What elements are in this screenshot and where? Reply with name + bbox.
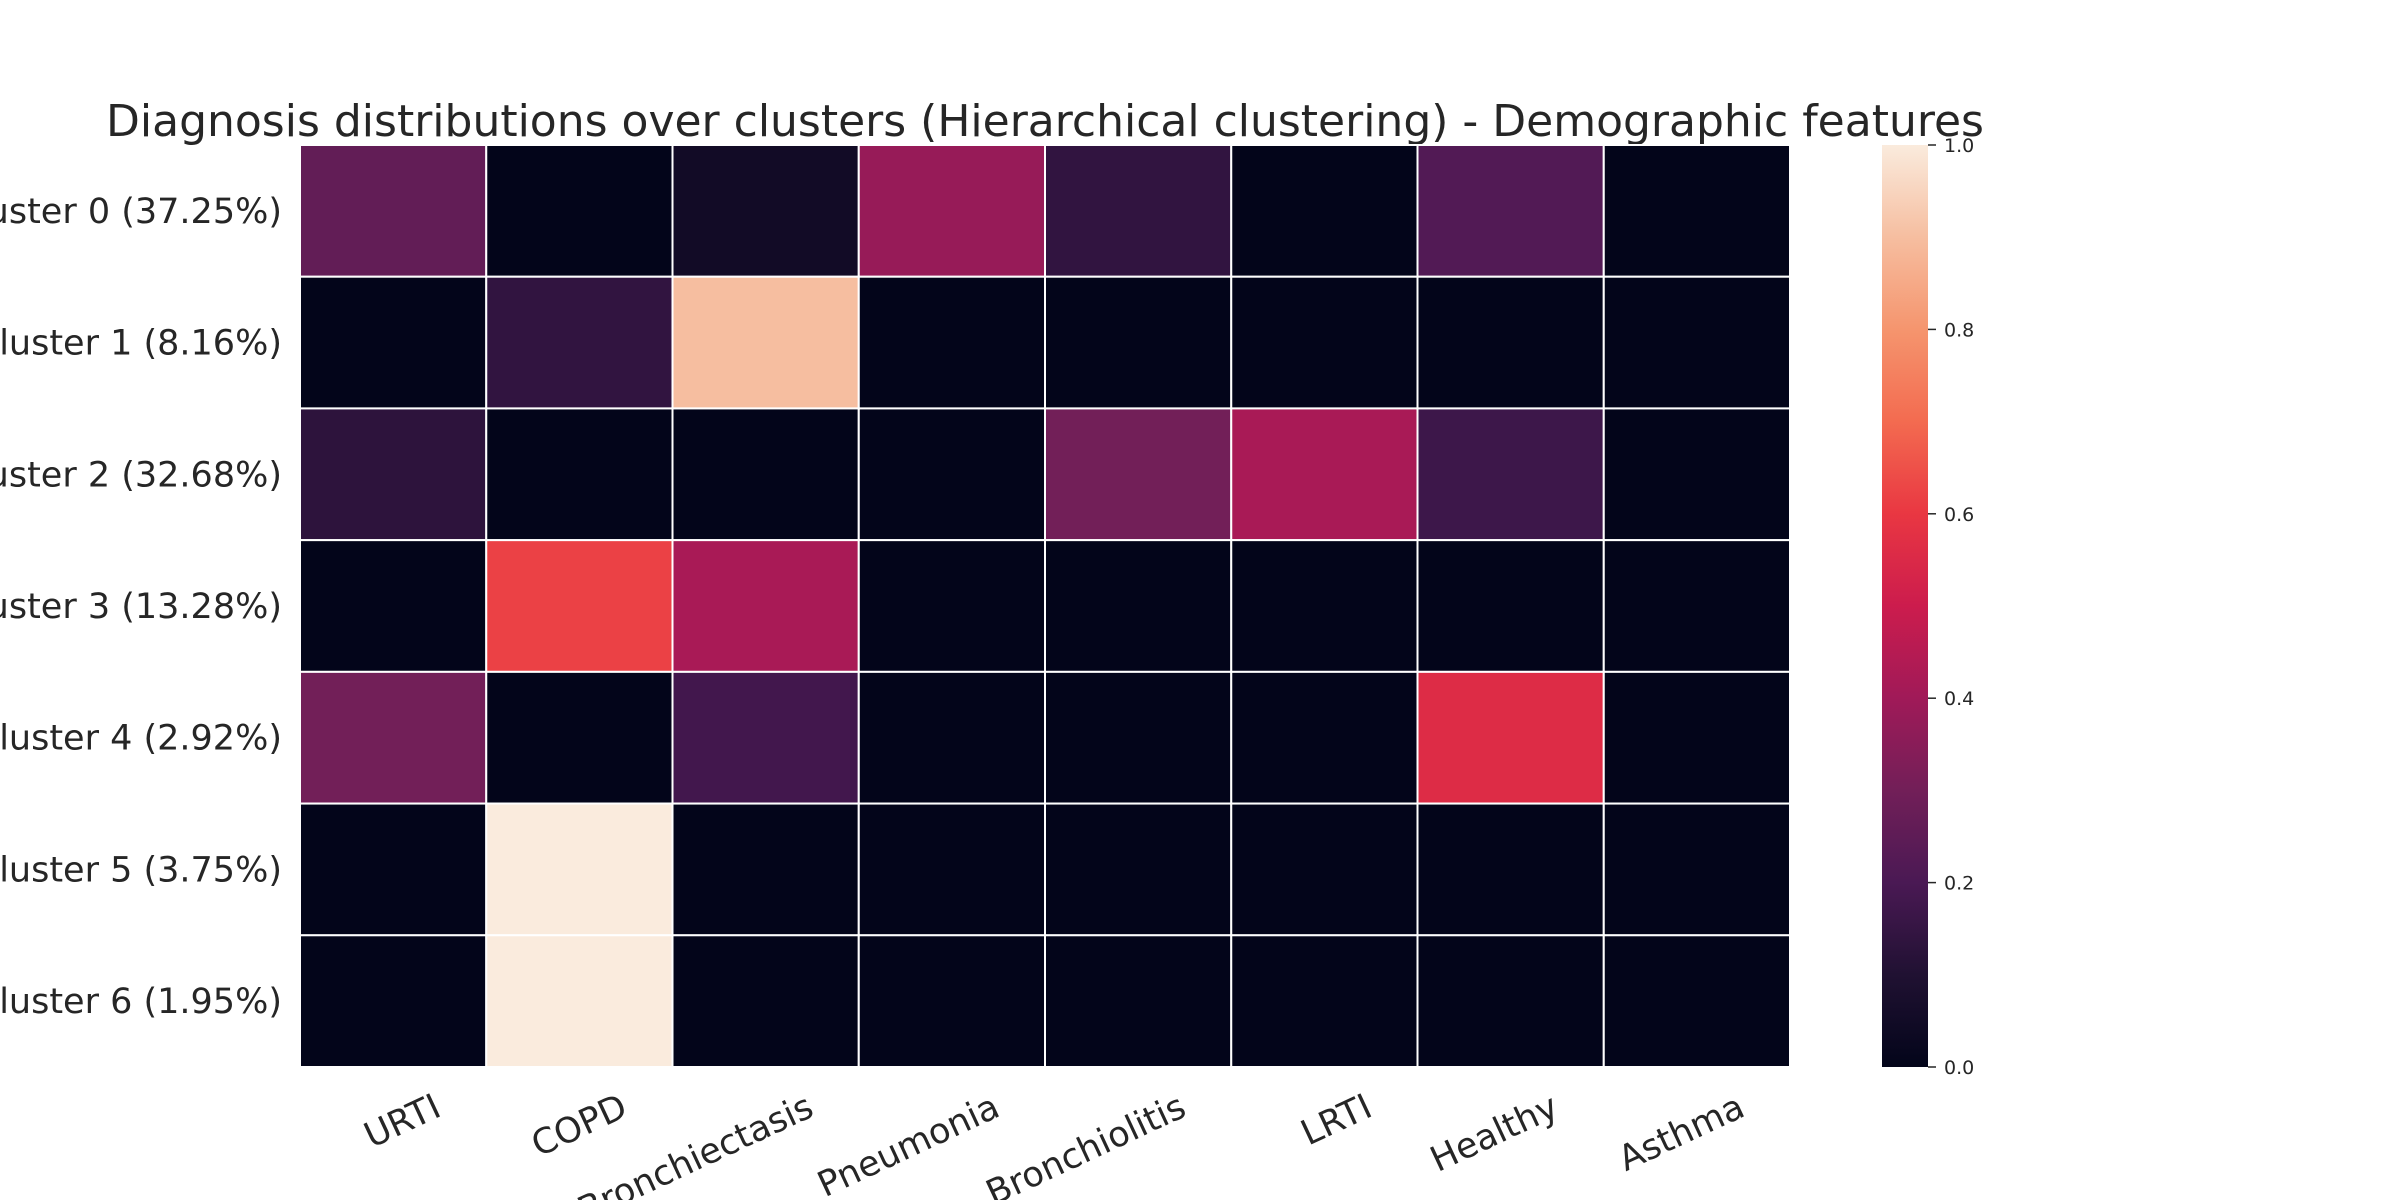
heatmap-cell xyxy=(857,275,1046,410)
heatmap-cell xyxy=(1602,934,1791,1068)
colorbar-tick-label: 0.8 xyxy=(1944,319,1974,341)
heatmap-cells xyxy=(299,144,1791,1068)
heatmap-cell xyxy=(671,934,860,1068)
heatmap-cell xyxy=(299,539,488,673)
colorbar-tick-label: 0.0 xyxy=(1944,1057,1974,1079)
heatmap-cell xyxy=(1044,144,1233,278)
heatmap-cell xyxy=(299,934,488,1068)
heatmap-cell xyxy=(857,144,1046,278)
heatmap-cell xyxy=(857,802,1046,937)
heatmap-cell xyxy=(1416,407,1605,542)
heatmap-cell xyxy=(671,275,860,410)
y-axis-labels: Cluster 0 (37.25%) Cluster 1 (8.16%) Clust… xyxy=(0,192,282,1022)
colorbar-tick-label: 0.4 xyxy=(1944,688,1974,710)
heatmap-cell xyxy=(1044,670,1233,805)
heatmap-cell xyxy=(1230,802,1419,937)
y-tick-label: Cluster 4 (2.92%) xyxy=(0,719,282,759)
heatmap-cell xyxy=(671,539,860,673)
heatmap-cell xyxy=(1044,539,1233,673)
heatmap-cell xyxy=(857,539,1046,673)
y-tick-label: Cluster 3 (13.28%) xyxy=(0,587,282,627)
heatmap-cell xyxy=(1602,144,1791,278)
heatmap-cell xyxy=(485,407,674,542)
heatmap-cell xyxy=(299,407,488,542)
colorbar-tick-label: 0.2 xyxy=(1944,873,1974,895)
heatmap-cell xyxy=(485,670,674,805)
colorbar-tick-label: 0.6 xyxy=(1944,504,1974,526)
heatmap-cell xyxy=(857,934,1046,1068)
heatmap-cell xyxy=(299,275,488,410)
y-tick-label: Cluster 5 (3.75%) xyxy=(0,850,282,890)
y-tick-label: Cluster 2 (32.68%) xyxy=(0,455,282,495)
heatmap-cell xyxy=(857,407,1046,542)
heatmap-cell xyxy=(1044,275,1233,410)
y-tick-label: Cluster 1 (8.16%) xyxy=(0,324,282,364)
heatmap-cell xyxy=(299,144,488,278)
heatmap-cell xyxy=(1044,407,1233,542)
heatmap-cell xyxy=(1602,407,1791,542)
colorbar-ticks: 0.0 0.2 0.4 0.6 0.8 1.0 xyxy=(1928,135,1974,1079)
heatmap-cell xyxy=(1602,802,1791,937)
heatmap-cell xyxy=(1044,934,1233,1068)
heatmap-cell xyxy=(671,670,860,805)
heatmap-cell xyxy=(485,934,674,1068)
heatmap-cell xyxy=(857,670,1046,805)
heatmap-cell xyxy=(671,802,860,937)
heatmap-cell xyxy=(1416,934,1605,1068)
heatmap-cell xyxy=(1416,670,1605,805)
heatmap-cell xyxy=(1416,802,1605,937)
heatmap-cell xyxy=(1602,670,1791,805)
heatmap-cell xyxy=(671,144,860,278)
heatmap-cell xyxy=(1230,934,1419,1068)
heatmap-cell xyxy=(1416,539,1605,673)
heatmap-cell xyxy=(1230,539,1419,673)
heatmap-cell xyxy=(485,144,674,278)
y-tick-label: Cluster 6 (1.95%) xyxy=(0,982,282,1022)
colorbar xyxy=(1882,145,1928,1067)
heatmap-cell xyxy=(1230,670,1419,805)
heatmap-cell xyxy=(1230,275,1419,410)
heatmap-cell xyxy=(1416,144,1605,278)
heatmap-cell xyxy=(485,802,674,937)
heatmap-cell xyxy=(485,275,674,410)
y-tick-label: Cluster 0 (37.25%) xyxy=(0,192,282,232)
heatmap-cell xyxy=(299,802,488,937)
heatmap-cell xyxy=(299,670,488,805)
heatmap-cell xyxy=(1044,802,1233,937)
heatmap-cell xyxy=(485,539,674,673)
chart-title: Diagnosis distributions over clusters (H… xyxy=(106,96,1984,147)
heatmap-cell xyxy=(1602,275,1791,410)
heatmap-cell xyxy=(1230,407,1419,542)
colorbar-tick-label: 1.0 xyxy=(1944,135,1974,157)
heatmap-cell xyxy=(1230,144,1419,278)
heatmap-cell xyxy=(1416,275,1605,410)
heatmap-cell xyxy=(1602,539,1791,673)
heatmap-cell xyxy=(671,407,860,542)
